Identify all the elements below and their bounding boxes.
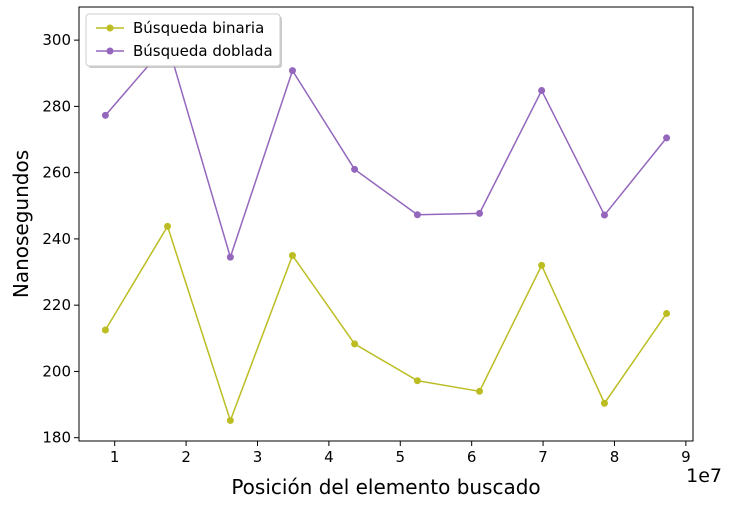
plot-area [101,39,671,424]
y-tick-label: 200 [42,362,71,380]
y-axis-title: Nanosegundos [9,150,33,298]
data-point [288,67,296,75]
series-line [104,224,668,423]
data-point [476,209,484,217]
y-tick-label: 180 [42,429,71,447]
x-tick-label: 5 [396,448,406,466]
plot-frame [78,6,694,442]
y-tick-label: 300 [42,31,71,49]
data-point [413,211,421,219]
legend-label: Búsqueda binaria [133,19,264,37]
x-tick-label: 6 [467,448,477,466]
data-point [476,387,484,395]
data-point [600,211,608,219]
x-tick-label: 8 [610,448,620,466]
x-axis: 1 2 3 4 5 6 7 8 9 [110,441,691,466]
x-axis-title: Posición del elemento buscado [231,475,540,499]
legend-box [85,13,281,67]
legend: Búsqueda binaria Búsqueda doblada [85,13,282,68]
legend-marker [106,47,114,55]
data-point [600,399,608,407]
data-point [288,251,296,259]
x-tick-label: 1 [110,448,120,466]
data-point [413,377,421,385]
y-tick-label: 220 [42,296,71,314]
data-point [351,340,359,348]
x-tick-label: 7 [538,448,548,466]
x-tick-label: 9 [681,448,691,466]
data-point [538,86,546,94]
x-tick-label: 4 [324,448,334,466]
series-line [104,41,668,260]
data-point [226,416,234,424]
y-tick-label: 260 [42,164,71,182]
series-b-squeda-binaria [101,222,671,424]
x-tick-label: 2 [181,448,191,466]
y-tick-label: 280 [42,97,71,115]
data-point [351,165,359,173]
legend-label: Búsqueda doblada [133,42,273,60]
legend-marker [106,24,114,32]
data-point [101,326,109,334]
data-point [101,111,109,119]
data-point [164,222,172,230]
x-tick-label: 3 [253,448,263,466]
y-tick-label: 240 [42,230,71,248]
data-point [226,253,234,261]
y-axis: 180 200 220 240 260 280 300 [42,31,79,447]
data-point [663,309,671,317]
data-point [663,134,671,142]
data-point [538,261,546,269]
x-axis-offset-label: 1e7 [686,465,722,487]
